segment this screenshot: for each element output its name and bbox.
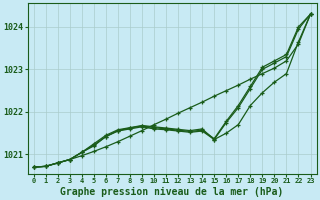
X-axis label: Graphe pression niveau de la mer (hPa): Graphe pression niveau de la mer (hPa) <box>60 186 284 197</box>
